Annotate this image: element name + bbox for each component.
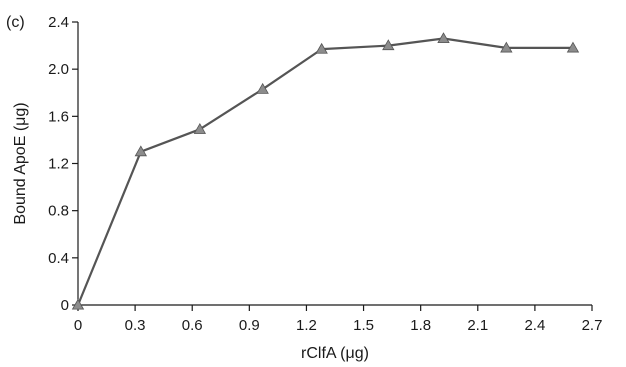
y-tick-label: 0.4	[48, 250, 69, 267]
data-point-marker	[500, 41, 513, 53]
data-point-marker	[134, 145, 148, 157]
data-point-marker	[315, 42, 328, 54]
x-tick-label: 0.3	[125, 317, 146, 334]
x-tick-label: 2.7	[582, 317, 603, 334]
data-point-marker	[382, 39, 395, 51]
data-point-marker	[71, 298, 85, 310]
data-point-marker	[193, 122, 207, 134]
data-point-marker	[437, 32, 450, 44]
series-group	[71, 32, 580, 310]
data-point-marker	[566, 41, 580, 53]
y-axis-title: Bound ApoE (μg)	[12, 102, 29, 224]
y-tick-label: 1.6	[48, 108, 69, 125]
x-tick-label: 2.1	[467, 317, 488, 334]
y-tick-label: 0	[61, 297, 69, 314]
x-tick-label: 1.5	[353, 317, 374, 334]
x-tick-label: 0.9	[239, 317, 260, 334]
x-tick-label: 0	[74, 317, 82, 334]
y-tick-label: 0.8	[48, 203, 69, 220]
x-tick-label: 0.6	[182, 317, 203, 334]
x-tick-label: 1.2	[296, 317, 317, 334]
panel-label: (c)	[6, 14, 25, 31]
x-tick-label: 1.8	[410, 317, 431, 334]
data-point-marker	[256, 82, 269, 94]
y-tick-label: 1.2	[48, 156, 69, 173]
x-axis-title: rClfA (μg)	[301, 345, 369, 362]
x-tick-label: 2.4	[524, 317, 545, 334]
x-axis-ticks: 0 0.3 0.6 0.9 1.2 1.5 1.8 2.1 2.4 2.7	[74, 305, 603, 334]
y-tick-label: 2.4	[48, 14, 69, 31]
y-axis-ticks: 0 0.4 0.8 1.2 1.6 2.0 2.4	[48, 14, 78, 314]
y-tick-label: 2.0	[48, 61, 69, 78]
series-line	[76, 37, 573, 306]
